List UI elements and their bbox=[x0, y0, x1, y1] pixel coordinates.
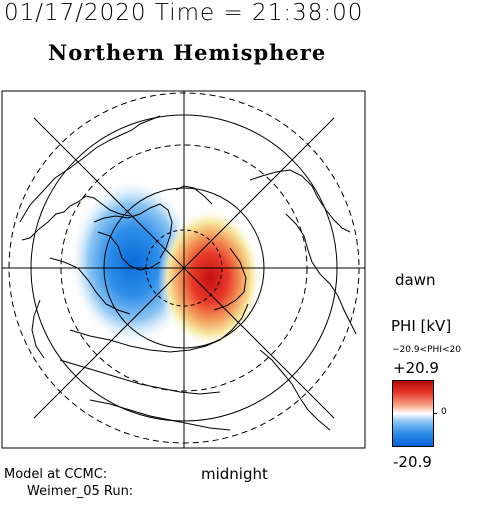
model-credit: Model at CCMC: bbox=[4, 467, 108, 482]
dawn-label: dawn bbox=[395, 271, 436, 289]
colorbar-max-label: +20.9 bbox=[393, 359, 439, 377]
date-time-header: 01/17/2020 Time = 21:38:00 bbox=[4, 0, 364, 26]
colorbar-range-text: −20.9<PHI<20 bbox=[392, 345, 461, 355]
model-run: Weimer_05 Run: bbox=[27, 484, 134, 499]
colorbar-min-label: -20.9 bbox=[393, 453, 432, 471]
coastlines bbox=[19, 115, 357, 431]
colorbar-zero-tick bbox=[433, 413, 437, 414]
polar-map bbox=[1, 90, 366, 449]
plot-title: Northern Hemisphere bbox=[48, 40, 327, 65]
midnight-label: midnight bbox=[201, 465, 268, 483]
colorbar-zero-label: 0 bbox=[441, 407, 447, 417]
colorbar bbox=[392, 380, 434, 447]
meridian-lines bbox=[2, 91, 365, 448]
colorbar-label: PHI [kV] bbox=[391, 317, 452, 335]
